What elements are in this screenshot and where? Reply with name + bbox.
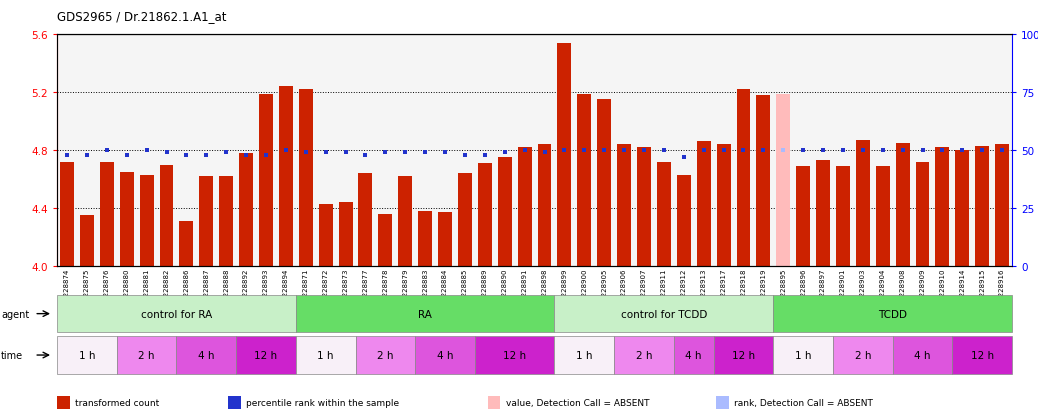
Bar <box>577 94 592 266</box>
Text: 1 h: 1 h <box>79 350 95 360</box>
Text: rank, Detection Call = ABSENT: rank, Detection Call = ABSENT <box>734 398 873 407</box>
Bar <box>916 162 929 266</box>
Text: 1 h: 1 h <box>795 350 812 360</box>
Text: 4 h: 4 h <box>437 350 454 360</box>
Text: 2 h: 2 h <box>854 350 871 360</box>
Text: 12 h: 12 h <box>254 350 277 360</box>
Bar <box>458 174 472 266</box>
Text: 2 h: 2 h <box>377 350 393 360</box>
Bar <box>976 147 989 266</box>
Bar <box>557 44 571 266</box>
Bar <box>876 166 890 266</box>
Bar <box>338 203 353 266</box>
Bar <box>737 90 750 266</box>
Text: percentile rank within the sample: percentile rank within the sample <box>246 398 400 407</box>
Text: value, Detection Call = ABSENT: value, Detection Call = ABSENT <box>506 398 649 407</box>
Text: 12 h: 12 h <box>971 350 993 360</box>
Text: GDS2965 / Dr.21862.1.A1_at: GDS2965 / Dr.21862.1.A1_at <box>57 10 226 23</box>
Bar <box>696 142 711 266</box>
Bar <box>716 145 731 266</box>
Bar <box>418 211 432 266</box>
Bar <box>796 166 810 266</box>
Text: 12 h: 12 h <box>503 350 526 360</box>
Bar <box>776 94 790 266</box>
Bar <box>896 144 909 266</box>
Bar <box>995 145 1009 266</box>
Bar <box>757 96 770 266</box>
Bar <box>955 151 969 266</box>
Text: 4 h: 4 h <box>685 350 702 360</box>
Bar <box>80 216 93 266</box>
Bar <box>140 176 154 266</box>
Text: 4 h: 4 h <box>198 350 215 360</box>
Bar <box>538 145 551 266</box>
Bar <box>180 222 193 266</box>
Bar <box>637 148 651 266</box>
Bar <box>239 154 253 266</box>
Bar <box>836 166 850 266</box>
Bar <box>299 90 312 266</box>
Text: 12 h: 12 h <box>732 350 755 360</box>
Bar <box>399 177 412 266</box>
Bar <box>100 162 114 266</box>
Bar <box>518 148 531 266</box>
Bar <box>279 87 293 266</box>
Bar <box>319 204 332 266</box>
Text: time: time <box>1 350 23 360</box>
Text: agent: agent <box>1 309 29 319</box>
Bar <box>856 140 870 266</box>
Text: control for TCDD: control for TCDD <box>621 309 707 319</box>
Text: 4 h: 4 h <box>914 350 931 360</box>
Bar <box>119 172 134 266</box>
Bar <box>199 177 213 266</box>
Text: RA: RA <box>418 309 432 319</box>
Bar <box>160 165 173 266</box>
Bar <box>597 100 611 266</box>
Bar <box>60 162 74 266</box>
Bar <box>657 162 671 266</box>
Bar <box>816 161 830 266</box>
Bar <box>438 213 452 266</box>
Text: 2 h: 2 h <box>635 350 652 360</box>
Bar <box>379 214 392 266</box>
Bar <box>618 145 631 266</box>
Text: 1 h: 1 h <box>576 350 593 360</box>
Text: control for RA: control for RA <box>141 309 212 319</box>
Bar <box>498 158 512 266</box>
Bar <box>677 176 690 266</box>
Bar <box>477 164 492 266</box>
Bar <box>219 177 234 266</box>
Bar <box>358 174 373 266</box>
Bar <box>935 148 950 266</box>
Text: transformed count: transformed count <box>75 398 159 407</box>
Bar <box>260 94 273 266</box>
Text: 2 h: 2 h <box>138 350 155 360</box>
Text: 1 h: 1 h <box>318 350 334 360</box>
Text: TCDD: TCDD <box>878 309 907 319</box>
